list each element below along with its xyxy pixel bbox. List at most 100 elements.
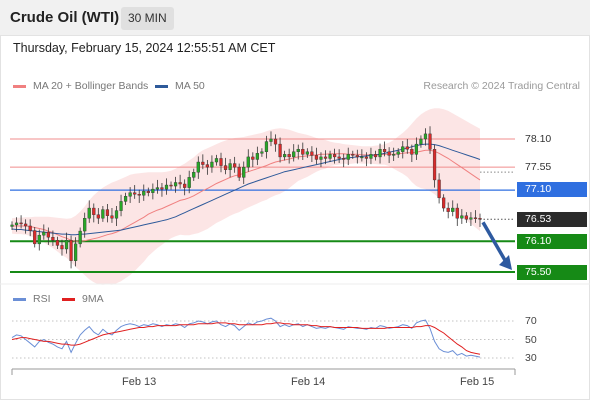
candle-up (246, 156, 250, 168)
candle-up (74, 243, 78, 261)
candle-down (19, 222, 23, 225)
candle-up (192, 172, 196, 178)
candle-up (378, 149, 382, 158)
candle-down (96, 214, 100, 219)
header-bar: Crude Oil (WTI) 30 MIN (0, 0, 590, 36)
candle-down (183, 183, 187, 188)
candle-up (319, 156, 323, 160)
candle-up (419, 138, 423, 145)
candle-down (364, 156, 369, 159)
level-tag-support-2: 75.50 (517, 265, 587, 280)
candle-down (473, 217, 478, 219)
candle-down (428, 133, 432, 150)
candle-up (346, 154, 350, 160)
candle-up (119, 201, 123, 211)
level-tag-last-price: 76.53 (517, 212, 587, 227)
legend-ma20-swatch (13, 84, 26, 88)
candle-down (92, 207, 96, 215)
level-tag-pivot: 77.10 (517, 182, 587, 197)
legend-ma50-swatch (155, 84, 168, 88)
candle-up (42, 231, 46, 236)
candle-up (283, 154, 287, 158)
candle-up (173, 182, 178, 187)
candle-up (101, 209, 105, 219)
candle-down (464, 215, 468, 220)
candle-up (469, 217, 473, 220)
candle-down (169, 184, 173, 187)
candle-down (110, 215, 114, 219)
ma20-line (12, 149, 481, 242)
candle-down (178, 182, 182, 185)
candle-down (287, 154, 291, 158)
rsi-ma-line (11, 322, 481, 355)
candle-up (155, 187, 160, 190)
candle-up (196, 161, 200, 173)
instrument-title: Crude Oil (WTI) (10, 9, 120, 26)
legend-rsi-ma-swatch (62, 297, 75, 301)
candle-up (123, 196, 128, 202)
candle-up (392, 154, 396, 156)
candle-up (210, 161, 214, 168)
rsi-level-30: 30 (525, 352, 537, 364)
candle-down (201, 161, 205, 165)
candle-up (396, 151, 400, 155)
research-credit: Research © 2024 Trading Central (423, 80, 580, 92)
candle-down (51, 237, 55, 241)
candle-up (401, 146, 405, 152)
candle-down (223, 165, 228, 170)
candle-up (142, 190, 146, 196)
candle-down (382, 149, 387, 152)
candle-up (423, 133, 428, 140)
candle-up (228, 163, 232, 170)
candle-down (455, 207, 459, 219)
candle-up (255, 153, 259, 160)
candle-down (373, 154, 378, 158)
candle-down (205, 164, 209, 168)
candle-up (328, 154, 332, 159)
legend-ma50-label: MA 50 (175, 80, 205, 92)
candle-down (60, 245, 64, 250)
bollinger-band (12, 108, 480, 285)
candle-down (69, 240, 73, 261)
candle-down (337, 156, 341, 159)
candle-down (28, 225, 32, 231)
rsi-level-50: 50 (525, 334, 537, 346)
candle-up (78, 230, 82, 245)
legend-ma20: MA 20 + Bollinger Bands (13, 80, 148, 92)
candle-down (233, 163, 237, 168)
level-label-resistance-1: 77.55 (525, 161, 552, 173)
candle-down (355, 155, 359, 158)
candle-up (292, 151, 296, 158)
candle-down (301, 149, 305, 155)
candle-down (437, 179, 441, 199)
legend-rsi-swatch (13, 297, 26, 301)
legend-rsi-ma: 9MA (62, 293, 104, 305)
forecast-arrow-head (499, 255, 512, 270)
candle-down (342, 158, 346, 160)
candle-up (114, 210, 119, 219)
candle-down (351, 154, 355, 156)
candle-up (187, 177, 191, 188)
rsi-level-70: 70 (525, 315, 537, 327)
candle-up (214, 158, 219, 163)
candle-down (387, 151, 391, 156)
level-tag-support-1: 76.10 (517, 234, 587, 249)
candle-down (410, 149, 414, 155)
candle-down (46, 231, 50, 238)
candle-down (237, 166, 241, 178)
candle-up (128, 192, 132, 197)
legend-rsi: RSI (13, 293, 51, 305)
candle-up (37, 234, 41, 245)
candle-down (273, 138, 278, 145)
legend-rsi-label: RSI (33, 293, 51, 305)
forecast-arrow-shaft (481, 221, 508, 263)
candle-up (360, 156, 364, 159)
candle-up (64, 240, 69, 250)
candle-down (478, 218, 482, 220)
candle-down (133, 192, 137, 195)
candle-down (105, 209, 110, 216)
candle-up (83, 218, 87, 232)
level-label-resistance-2: 78.10 (525, 133, 552, 145)
interval-selector[interactable]: 30 MIN (121, 7, 174, 30)
